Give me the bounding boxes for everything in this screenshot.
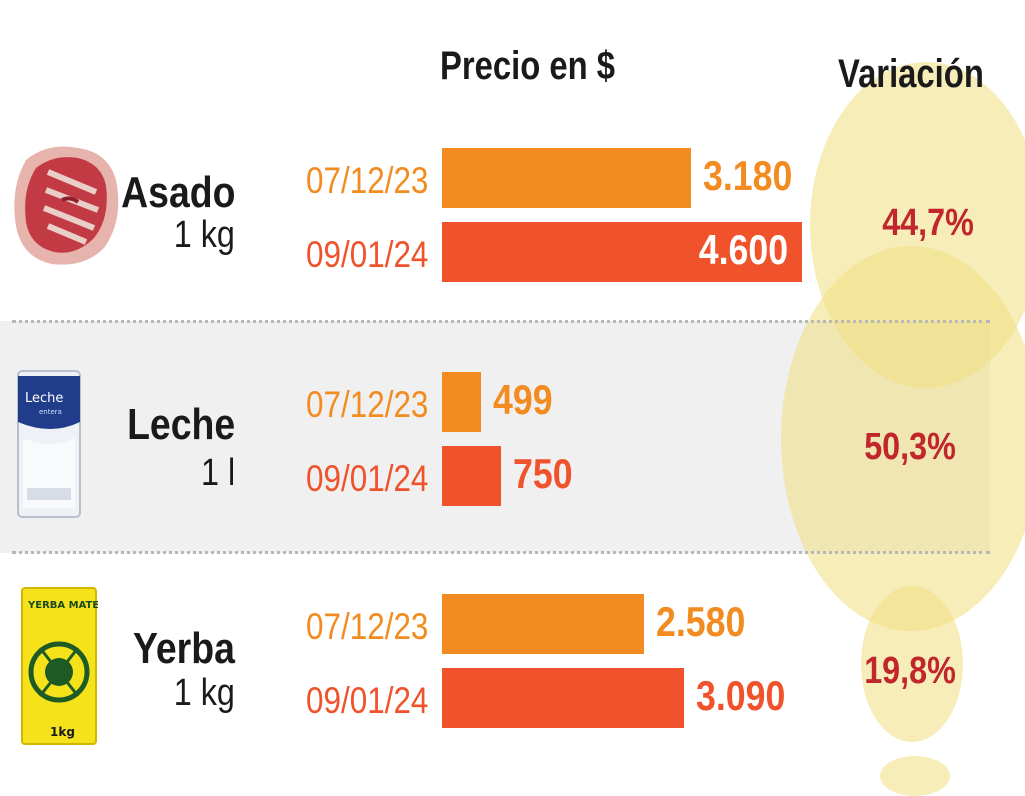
value-label-yerba-old: 2.580 bbox=[655, 598, 746, 645]
value-label-leche-new: 750 bbox=[512, 450, 573, 497]
value-label-yerba-new: 3.090 bbox=[695, 672, 786, 719]
variation-circle-leche bbox=[781, 246, 1025, 631]
date-label-old: 07/12/23 bbox=[306, 606, 429, 647]
variation-label-asado: 44,7% bbox=[882, 202, 974, 244]
date-label-old: 07/12/23 bbox=[306, 160, 429, 201]
product-unit-asado: 1 kg bbox=[173, 214, 235, 256]
svg-text:Leche: Leche bbox=[25, 391, 63, 406]
date-label-new: 09/01/24 bbox=[306, 234, 429, 275]
bar-asado-new bbox=[442, 222, 802, 282]
product-name-leche: Leche bbox=[126, 400, 235, 449]
product-unit-leche: 1 l bbox=[200, 452, 235, 494]
bar-leche-old bbox=[442, 372, 482, 432]
svg-text:1kg: 1kg bbox=[50, 725, 75, 739]
meat-asado-icon bbox=[14, 146, 119, 265]
bar-asado-old bbox=[442, 148, 691, 208]
row-divider bbox=[12, 320, 990, 323]
value-label-leche-old: 499 bbox=[493, 376, 553, 423]
bar-leche-new bbox=[442, 446, 501, 506]
variation-circle-yerba bbox=[861, 586, 963, 742]
value-label-asado-old: 3.180 bbox=[702, 152, 793, 199]
product-name-asado: Asado bbox=[120, 168, 235, 217]
variation-label-leche: 50,3% bbox=[864, 426, 956, 468]
date-label-new: 09/01/24 bbox=[306, 458, 429, 499]
milk-carton-icon: Leche entera bbox=[17, 370, 81, 518]
price-header: Precio en $ bbox=[440, 44, 616, 88]
variation-label-yerba: 19,8% bbox=[864, 650, 956, 692]
svg-text:entera: entera bbox=[39, 408, 62, 416]
date-label-old: 07/12/23 bbox=[306, 384, 429, 425]
variation-header: Variación bbox=[838, 52, 984, 96]
bar-yerba-new bbox=[442, 668, 684, 728]
row-divider bbox=[12, 551, 990, 554]
product-unit-yerba: 1 kg bbox=[173, 672, 235, 714]
svg-text:YERBA MATE: YERBA MATE bbox=[27, 600, 98, 611]
infographic: Precio en $ Variación Leche entera YERBA… bbox=[0, 44, 1025, 796]
product-name-yerba: Yerba bbox=[133, 624, 235, 673]
date-label-new: 09/01/24 bbox=[306, 680, 429, 721]
variation-circle-next bbox=[880, 756, 950, 796]
bar-yerba-old bbox=[442, 594, 644, 654]
yerba-mate-package-icon: YERBA MATE 1kg bbox=[21, 587, 98, 745]
value-label-asado-new: 4.600 bbox=[698, 226, 788, 273]
